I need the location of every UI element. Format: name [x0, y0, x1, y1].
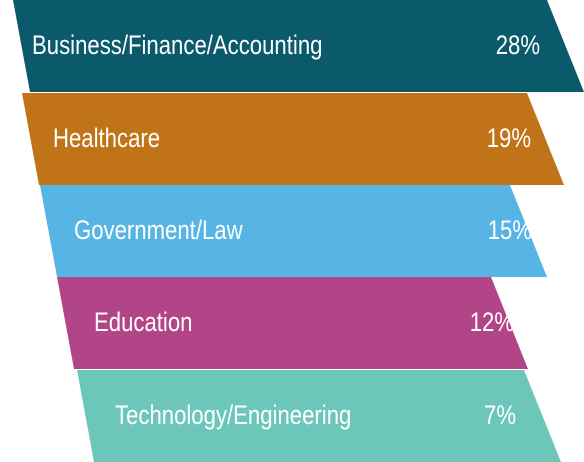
band-label: Education [94, 307, 193, 337]
band-label: Technology/Engineering [115, 400, 352, 430]
band-value: 28% [495, 30, 540, 60]
band-value: 15% [487, 215, 532, 245]
band-value: 12% [469, 307, 514, 337]
band-value: 19% [486, 123, 531, 153]
band-label: Business/Finance/Accounting [32, 30, 323, 60]
funnel-band [40, 185, 547, 277]
funnel-band [22, 93, 564, 185]
funnel-band [57, 277, 528, 369]
band-label: Government/Law [74, 215, 243, 245]
band-value: 7% [483, 400, 516, 430]
funnel-band [77, 370, 561, 462]
band-label: Healthcare [53, 123, 161, 153]
funnel-band [13, 0, 584, 92]
